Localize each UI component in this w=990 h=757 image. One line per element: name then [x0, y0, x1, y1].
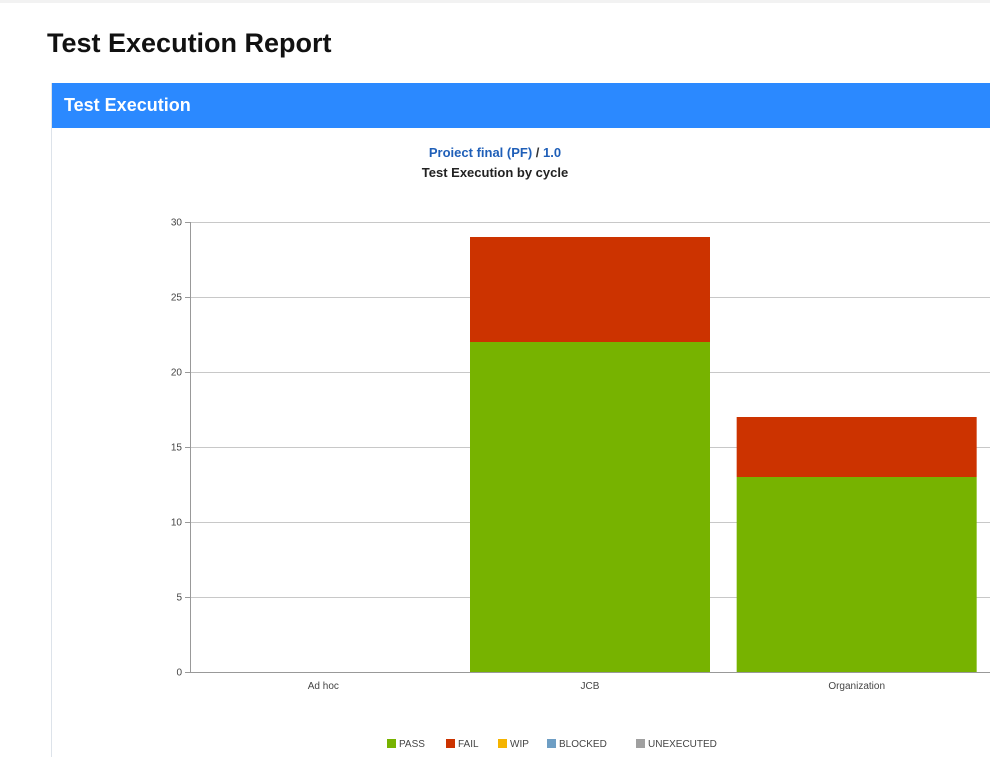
title-separator: /: [532, 145, 544, 160]
version-link[interactable]: 1.0: [543, 145, 562, 160]
legend-item-pass[interactable]: PASS: [387, 739, 425, 751]
legend-swatch: [446, 739, 455, 748]
y-tick-label: 20: [171, 368, 183, 379]
y-tick-label: 30: [171, 218, 183, 229]
panel-header: Test Execution: [52, 83, 990, 128]
legend-swatch: [387, 739, 396, 748]
chart-subtitle: Test Execution by cycle: [421, 165, 569, 180]
legend-label: BLOCKED: [559, 739, 607, 750]
y-tick-label: 15: [171, 443, 183, 454]
y-tick-label: 25: [171, 293, 183, 304]
legend-item-wip[interactable]: WIP: [498, 739, 529, 751]
legend-item-unexecuted[interactable]: UNEXECUTED: [636, 739, 717, 751]
bar-pass: [736, 477, 977, 672]
y-tick-label: 10: [171, 518, 183, 529]
chart-project-title: Proiect final (PF) / 1.0: [0, 145, 990, 160]
bar-fail: [470, 237, 710, 342]
x-tick-label: Ad hoc: [308, 681, 339, 692]
legend-swatch: [547, 739, 556, 748]
legend-item-blocked[interactable]: BLOCKED: [547, 739, 607, 751]
bar-fail: [736, 417, 977, 477]
project-link[interactable]: Proiect final (PF): [428, 145, 533, 160]
legend-label: PASS: [399, 739, 425, 750]
top-divider: [0, 0, 990, 3]
legend-item-fail[interactable]: FAIL: [446, 739, 479, 751]
page-title: Test Execution Report: [47, 28, 332, 58]
chart-legend: PASS FAIL WIP BLOCKED UNEXECUTED: [0, 739, 990, 753]
legend-label: UNEXECUTED: [648, 739, 717, 750]
bar-pass: [470, 342, 710, 672]
y-tick-label: 0: [176, 668, 182, 679]
x-tick-label: Organization: [828, 681, 885, 692]
legend-label: FAIL: [458, 739, 479, 750]
x-tick-label: JCB: [581, 681, 600, 692]
legend-swatch: [636, 739, 645, 748]
legend-label: WIP: [510, 739, 529, 750]
y-tick-label: 5: [176, 593, 182, 604]
legend-swatch: [498, 739, 507, 748]
